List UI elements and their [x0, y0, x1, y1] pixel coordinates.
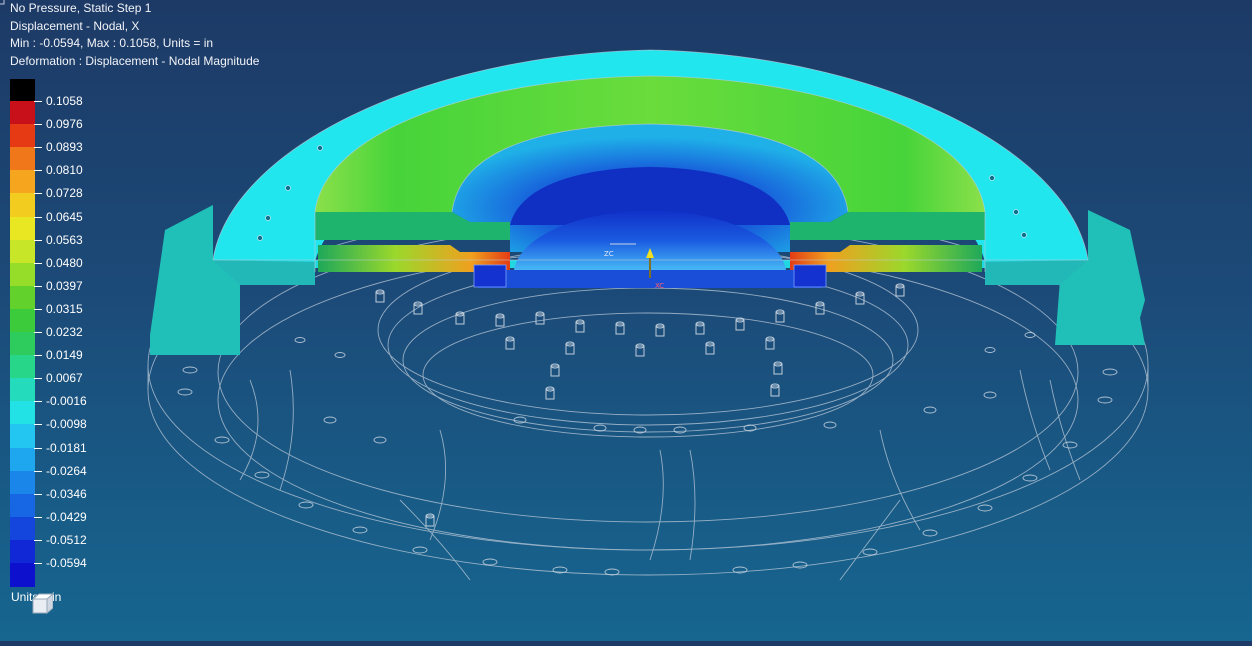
- legend-value-label: 0.0728: [46, 186, 83, 201]
- view-triad-icon[interactable]: [31, 593, 53, 615]
- legend-tick: [34, 355, 42, 357]
- left-flange: [150, 205, 240, 355]
- legend-color-band: [10, 424, 35, 448]
- legend-tick: [34, 563, 42, 564]
- legend-value-label: -0.0098: [46, 417, 87, 432]
- deformation-info: Deformation : Displacement - Nodal Magni…: [10, 53, 260, 68]
- legend-color-band: [10, 170, 35, 194]
- legend-color-band: [10, 378, 35, 402]
- legend-tick: [34, 539, 42, 541]
- legend-tick: [34, 401, 42, 403]
- legend-tick: [34, 262, 42, 264]
- origin-triad: ZC XC: [604, 243, 664, 290]
- legend-value-label: 0.0149: [46, 348, 83, 363]
- legend-tick: [34, 193, 42, 195]
- legend-value-label: 0.0893: [46, 140, 83, 155]
- legend-value-label: 0.0645: [46, 209, 83, 224]
- legend-value-label: 0.0810: [46, 163, 83, 178]
- legend-color-band: [10, 332, 35, 356]
- legend-color-band: [10, 401, 35, 425]
- legend-value-label: -0.0594: [46, 556, 87, 570]
- legend-value-label: 0.0067: [46, 371, 83, 386]
- right-cut-section: [790, 245, 982, 272]
- load-case-title: No Pressure, Static Step 1: [10, 1, 152, 15]
- legend-color-band: [10, 193, 35, 217]
- legend-value-label: -0.0512: [46, 532, 87, 547]
- bolt-holes: [177, 332, 1118, 576]
- legend-color-band: [10, 101, 35, 125]
- right-flange: [1055, 210, 1145, 345]
- left-cut-section: [318, 245, 510, 272]
- result-type: Displacement - Nodal, X: [10, 18, 140, 33]
- legend-tick: [34, 424, 42, 426]
- legend-value-label: -0.0016: [46, 394, 87, 409]
- legend-value-label: 0.0480: [46, 255, 83, 270]
- legend-color-band: [10, 493, 35, 518]
- legend-tick: [34, 239, 42, 241]
- legend-tick: [34, 216, 42, 218]
- axis-label-xc: XC: [655, 282, 664, 290]
- legend-color-band: [10, 563, 35, 587]
- legend-color-band: [10, 470, 35, 495]
- legend-tick: [34, 378, 42, 380]
- inner-dome: [514, 210, 786, 270]
- legend-color-band: [10, 285, 35, 310]
- legend-tick: [34, 147, 42, 149]
- legend-value-label: -0.0181: [46, 440, 87, 455]
- legend-tick: [34, 124, 42, 126]
- legend-tick: [34, 470, 42, 472]
- legend-tick: [34, 101, 42, 102]
- legend-color-band: [10, 539, 35, 564]
- legend-value-label: 0.0232: [46, 325, 83, 339]
- legend-color-band: [10, 239, 35, 264]
- legend-tick: [34, 170, 42, 172]
- legend-color-band: [10, 262, 35, 287]
- axis-label-zc: ZC: [604, 250, 614, 258]
- outer-ring-top: [213, 50, 1088, 262]
- legend-tick: [34, 447, 42, 449]
- legend-color-band: [10, 147, 35, 171]
- result-info-header: No Pressure, Static Step 1 Displacement …: [10, 0, 259, 70]
- legend-tick: [34, 493, 42, 495]
- legend-value-label: 0.0563: [46, 232, 83, 247]
- legend-color-band: [10, 447, 35, 472]
- legend-tick: [34, 308, 42, 310]
- legend-value-label: 0.1058: [46, 94, 83, 108]
- ring-holes: [257, 145, 1027, 241]
- legend-tick: [34, 285, 42, 287]
- legend-tick: [34, 516, 42, 518]
- result-range: Min : -0.0594, Max : 0.1058, Units = in: [10, 36, 214, 50]
- inner-ring-top: [315, 76, 985, 212]
- legend-color-band: [10, 124, 35, 148]
- legend-value-label: -0.0346: [46, 486, 87, 501]
- legend-value-label: -0.0264: [46, 463, 87, 478]
- legend-value-label: 0.0315: [46, 301, 83, 316]
- legend-color-band: [10, 355, 35, 379]
- legend-tick: [34, 332, 42, 333]
- legend-color-band: [10, 216, 35, 241]
- legend-color-band: [10, 516, 35, 541]
- legend-value-label: 0.0976: [46, 117, 83, 132]
- legend-color-band: [10, 308, 35, 333]
- legend-value-label: -0.0429: [46, 509, 87, 524]
- legend-value-label: 0.0397: [46, 278, 83, 293]
- legend-overflow-band: [10, 79, 35, 101]
